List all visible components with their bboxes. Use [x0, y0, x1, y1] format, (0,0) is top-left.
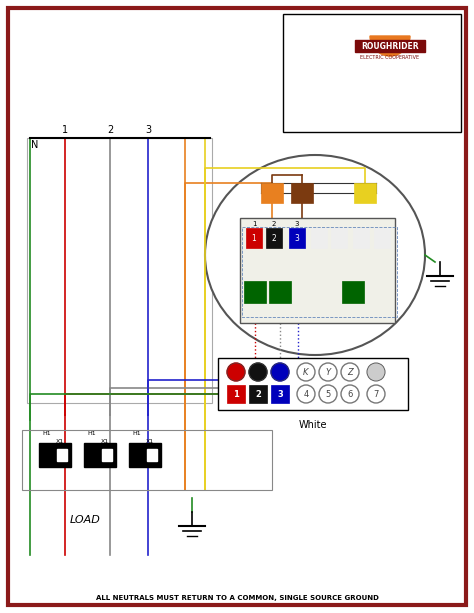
Text: 6: 6	[347, 389, 353, 398]
Text: 2: 2	[272, 221, 276, 227]
Bar	[331, 228, 347, 248]
Text: 2: 2	[107, 125, 113, 135]
Text: X1: X1	[101, 438, 109, 443]
Bar	[355, 40, 425, 52]
Text: Wye: Wye	[292, 21, 310, 31]
Text: ROUGHRIDER: ROUGHRIDER	[361, 42, 419, 50]
Bar	[240, 218, 395, 323]
Text: K: K	[303, 368, 309, 376]
Text: 2: 2	[255, 389, 261, 398]
Bar	[102, 449, 112, 461]
Text: N: N	[31, 140, 39, 150]
Text: White: White	[299, 420, 327, 430]
Bar	[39, 443, 71, 467]
Bar	[244, 281, 266, 303]
Text: 3: 3	[277, 389, 283, 398]
Text: Y: Y	[292, 34, 308, 54]
Bar	[249, 385, 267, 403]
Text: 5: 5	[325, 389, 331, 398]
Bar	[271, 385, 289, 403]
Bar	[27, 138, 212, 403]
Text: * Use the CT ratio in determining: * Use the CT ratio in determining	[327, 80, 453, 88]
Bar	[311, 228, 327, 248]
Text: 2: 2	[272, 234, 276, 243]
Text: 7: 7	[374, 389, 379, 398]
Text: Y: Y	[326, 368, 330, 376]
Bar	[261, 183, 283, 203]
Text: H1: H1	[88, 430, 96, 435]
Wedge shape	[370, 36, 410, 56]
Bar	[246, 228, 262, 248]
Text: FORM 9S: FORM 9S	[362, 67, 418, 77]
Bar	[289, 228, 305, 248]
Bar	[22, 430, 272, 490]
Bar	[57, 449, 67, 461]
Text: 1: 1	[252, 221, 256, 227]
Bar	[266, 228, 282, 248]
Text: 4: 4	[303, 389, 309, 398]
Bar	[374, 228, 390, 248]
Circle shape	[249, 363, 267, 381]
Bar	[84, 443, 116, 467]
Circle shape	[271, 363, 289, 381]
Text: X1: X1	[56, 438, 64, 443]
Text: DWN: C.Holser 10/98 REV: 2009: DWN: C.Holser 10/98 REV: 2009	[328, 110, 416, 115]
Circle shape	[367, 363, 385, 381]
Bar	[291, 183, 313, 203]
Bar	[129, 443, 161, 467]
Bar	[354, 183, 376, 203]
Text: H1: H1	[43, 430, 51, 435]
Text: ELECTRIC COOPERATIVE: ELECTRIC COOPERATIVE	[360, 55, 419, 59]
Text: LOAD: LOAD	[70, 515, 100, 525]
Bar	[269, 281, 291, 303]
Text: 3: 3	[294, 234, 300, 243]
Text: 1: 1	[233, 389, 239, 398]
Circle shape	[227, 363, 245, 381]
Text: H1: H1	[133, 430, 141, 435]
Bar	[353, 228, 369, 248]
Bar	[147, 449, 157, 461]
Text: 3: 3	[295, 221, 299, 227]
Text: Z: Z	[347, 368, 353, 376]
Text: X1: X1	[146, 438, 154, 443]
Ellipse shape	[205, 155, 425, 355]
Text: 3: 3	[145, 125, 151, 135]
Text: the meter multiplier.: the meter multiplier.	[350, 88, 429, 97]
Text: 1: 1	[252, 234, 256, 243]
Bar	[242, 227, 397, 317]
Bar	[227, 385, 245, 403]
Text: 1: 1	[62, 125, 68, 135]
Bar	[218, 358, 408, 410]
Text: ALL NEUTRALS MUST RETURN TO A COMMON, SINGLE SOURCE GROUND: ALL NEUTRALS MUST RETURN TO A COMMON, SI…	[96, 595, 378, 601]
Bar	[283, 14, 461, 132]
Bar	[342, 281, 364, 303]
